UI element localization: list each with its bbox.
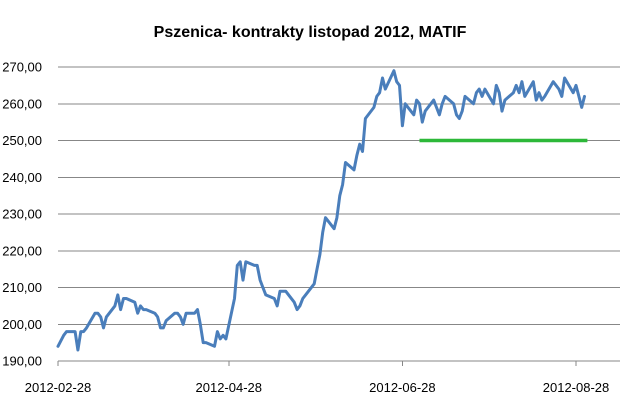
y-tick-label: 210,00 xyxy=(2,280,42,295)
y-tick-label: 250,00 xyxy=(2,133,42,148)
x-tick-label: 2012-02-28 xyxy=(25,380,92,395)
y-tick-label: 220,00 xyxy=(2,243,42,258)
chart-title: Pszenica- kontrakty listopad 2012, MATIF xyxy=(154,24,467,41)
y-tick-label: 270,00 xyxy=(2,60,42,75)
grid-layer xyxy=(58,66,620,362)
y-tick-label: 260,00 xyxy=(2,96,42,111)
x-tick-label: 2012-04-28 xyxy=(196,380,263,395)
axis-layer: 190,00 200,00 210,00 220,00 230,00 240,00 250,… xyxy=(2,60,620,395)
y-tick-label: 240,00 xyxy=(2,170,42,185)
series-layer xyxy=(56,69,586,352)
y-tick-label: 200,00 xyxy=(2,317,42,332)
y-tick-label: 230,00 xyxy=(2,207,42,222)
x-tick-label: 2012-08-28 xyxy=(543,380,610,395)
series-line xyxy=(56,69,586,352)
x-tick-label: 2012-06-28 xyxy=(369,380,436,395)
y-tick-label: 190,00 xyxy=(2,354,42,369)
